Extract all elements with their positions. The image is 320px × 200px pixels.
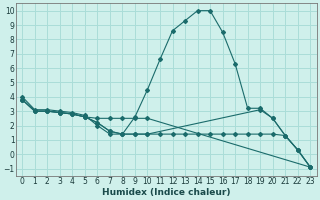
- X-axis label: Humidex (Indice chaleur): Humidex (Indice chaleur): [102, 188, 230, 197]
